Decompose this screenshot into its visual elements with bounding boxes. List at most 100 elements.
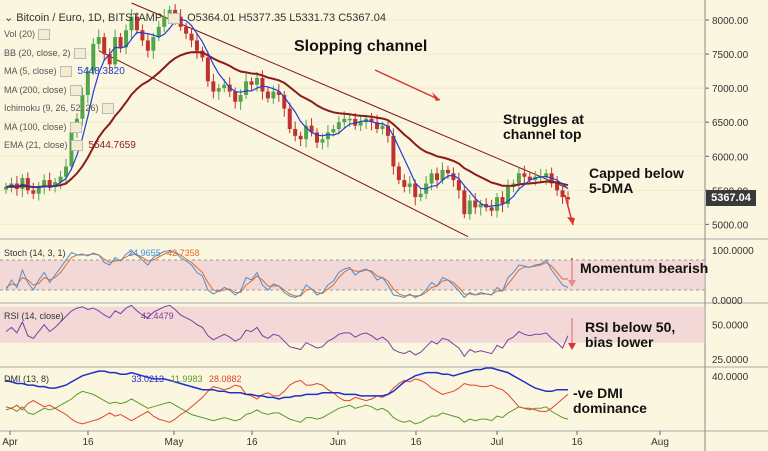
candle-body: [522, 173, 527, 177]
candle-body: [31, 190, 36, 194]
candle-body: [566, 197, 570, 200]
candle-body: [118, 37, 123, 48]
stoch-title: Stoch (14, 3, 1) 24.9655 42.7358: [4, 248, 200, 258]
indicator-row[interactable]: Ichimoku (9, 26, 52, 26): [4, 103, 114, 115]
rsi-value: 42.4479: [141, 311, 174, 321]
candle-body: [249, 81, 254, 85]
annotation-struggles: Struggles at channel top: [503, 111, 584, 142]
candle-body: [129, 16, 134, 31]
candle-body: [445, 169, 450, 174]
candle-body: [276, 91, 281, 95]
dmi-value-2: 11.9983: [170, 374, 203, 384]
candle-body: [336, 122, 341, 130]
stoch-label: Stoch (14, 3, 1): [4, 248, 66, 258]
candle-body: [440, 169, 445, 181]
annotation-channel: Slopping channel: [294, 38, 428, 55]
ema21-line: [5, 51, 569, 189]
candle-body: [91, 43, 96, 72]
indicator-row[interactable]: Vol (20): [4, 29, 51, 41]
candle-body: [456, 180, 461, 191]
indicator-settings-box[interactable]: [70, 140, 83, 152]
indicator-settings-box[interactable]: [38, 29, 51, 41]
indicator-row[interactable]: MA (100, close): [4, 122, 82, 133]
indicator-row[interactable]: MA (5, close) 5448.3320: [4, 66, 125, 78]
x-tick-label: Aug: [651, 437, 669, 448]
candle-body: [162, 16, 167, 27]
candle-body: [391, 135, 396, 167]
candle-body: [467, 200, 472, 215]
candle-body: [331, 129, 336, 133]
dmi-plus-line: [5, 390, 569, 425]
channel-upper: [131, 2, 569, 189]
candle-body: [200, 50, 205, 58]
candle-body: [473, 200, 478, 208]
indicator-label: BB (20, close, 2): [4, 47, 71, 58]
candle-body: [124, 30, 129, 48]
indicator-settings-box[interactable]: [101, 103, 114, 115]
candle-body: [451, 173, 456, 181]
candle-body: [320, 139, 325, 143]
candle-body: [194, 40, 199, 51]
annotation-momentum: Momentum bearish: [580, 260, 709, 276]
candle-body: [238, 94, 243, 102]
candle-body: [418, 193, 423, 198]
candle-body: [478, 203, 483, 208]
candle-body: [178, 16, 183, 27]
indicator-row[interactable]: BB (20, close, 2): [4, 48, 86, 59]
candle-body: [402, 180, 407, 187]
indicator-settings-box[interactable]: [69, 121, 82, 133]
candle-body: [4, 186, 8, 190]
candle-body: [544, 173, 549, 177]
candle-body: [58, 176, 63, 183]
candle-body: [102, 37, 107, 55]
candle-body: [495, 197, 500, 211]
candle-body: [80, 94, 85, 119]
candle-body: [505, 186, 510, 204]
arrow-indicator-head: [568, 343, 576, 350]
candle-body: [375, 122, 380, 130]
candle-body: [211, 81, 216, 92]
candle-body: [64, 166, 69, 177]
candle-body: [429, 173, 434, 184]
rsi-tick-label: 25.0000: [712, 355, 749, 366]
y-tick-label: 6000.00: [712, 152, 749, 163]
indicator-label: Vol (20): [4, 29, 36, 39]
candle-body: [369, 118, 374, 123]
candle-body: [260, 77, 265, 92]
rsi-tick-label: 50.0000: [712, 321, 749, 332]
symbol-header: ⌄ Bitcoin / Euro, 1D, BITSTAMP O5364.01 …: [4, 11, 386, 24]
x-tick-label: Apr: [2, 437, 18, 448]
candle-body: [265, 91, 270, 99]
candle-body: [489, 207, 494, 211]
indicator-row[interactable]: EMA (21, close) 5544.7659: [4, 140, 136, 152]
indicator-row[interactable]: MA (200, close): [4, 85, 82, 96]
candle-body: [205, 57, 210, 82]
candle-body: [85, 71, 90, 95]
candle-body: [107, 54, 112, 65]
candle-body: [555, 183, 560, 191]
candle-body: [396, 166, 401, 181]
arrow-capped-head: [567, 217, 575, 225]
candle-body: [282, 94, 287, 109]
candle-body: [527, 176, 532, 181]
indicator-settings-box[interactable]: [69, 84, 82, 96]
candle-body: [358, 122, 363, 126]
stoch-d-value: 42.7358: [167, 248, 200, 258]
candle-body: [325, 132, 330, 140]
indicator-settings-box[interactable]: [59, 66, 72, 78]
annotation-rsi: RSI below 50, bias lower: [585, 319, 676, 350]
arrow-channel: [374, 69, 441, 101]
indicator-label: MA (200, close): [4, 84, 67, 95]
candle-body: [36, 186, 41, 194]
annotation-capped: Capped below 5-DMA: [589, 165, 684, 196]
candle-body: [304, 125, 309, 140]
rsi-line: [5, 304, 569, 358]
candle-body: [96, 37, 101, 44]
indicator-settings-box[interactable]: [73, 47, 86, 59]
settings-box[interactable]: [168, 12, 181, 24]
candle-body: [145, 40, 150, 51]
y-tick-label: 7500.00: [712, 50, 749, 61]
candle-body: [151, 37, 156, 51]
annotation-dmi: -ve DMI dominance: [573, 385, 647, 416]
